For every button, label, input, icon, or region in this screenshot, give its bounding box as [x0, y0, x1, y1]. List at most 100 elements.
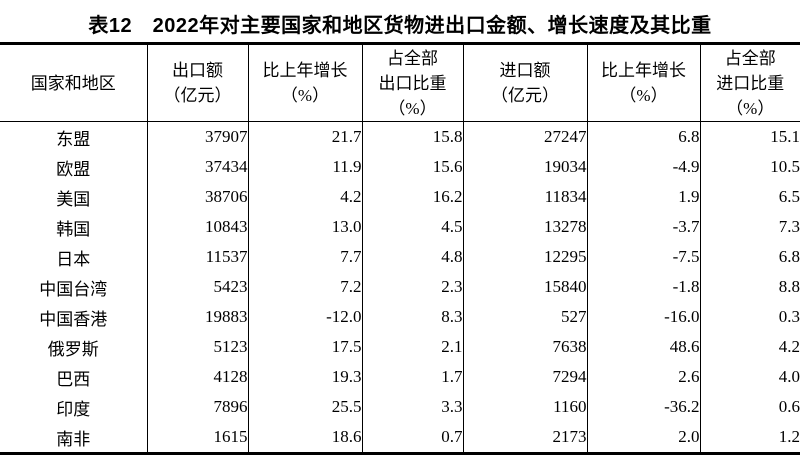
value-cell: -1.8	[587, 272, 701, 302]
table-row: 中国香港 19883 -12.0 8.3 527 -16.0 0.3	[0, 302, 800, 332]
value-cell: 0.3	[778, 307, 800, 326]
value-cell: 5423	[147, 272, 249, 302]
value-cell: 13278	[463, 212, 588, 242]
value-cell: 15.8	[362, 121, 464, 152]
value-cell: 10843	[147, 212, 249, 242]
value-cell: -4.9	[587, 152, 701, 182]
value-cell: 48.6	[587, 332, 701, 362]
value-cell: 15840	[463, 272, 588, 302]
header-line: （亿元）	[491, 86, 559, 105]
header-line: 占全部	[724, 48, 776, 68]
value-cell: 7294	[463, 362, 588, 392]
table-row: 韩国 10843 13.0 4.5 13278 -3.7 7.3	[0, 212, 800, 242]
table-row: 中国台湾 5423 7.2 2.3 15840 -1.8 8.8	[0, 272, 800, 302]
header-line: 进口额	[499, 61, 551, 80]
value-cell: 19.3	[248, 362, 363, 392]
region-cell: 巴西	[0, 362, 148, 392]
value-cell: 2.1	[362, 332, 464, 362]
value-cell: 17.5	[248, 332, 363, 362]
region-cell: 欧盟	[0, 152, 148, 182]
region-cell: 俄罗斯	[0, 332, 148, 362]
value-cell: 1.2	[778, 427, 800, 446]
value-cell: 10.5	[770, 157, 800, 176]
value-cell: 15.1	[770, 127, 800, 146]
table-row: 巴西 4128 19.3 1.7 7294 2.6 4.0	[0, 362, 800, 392]
value-cell: 2.3	[362, 272, 464, 302]
col-header-export-value: 出口额 （亿元）	[147, 43, 249, 122]
table-row: 印度 7896 25.5 3.3 1160 -36.2 0.6	[0, 392, 800, 422]
region-cell: 韩国	[0, 212, 148, 242]
value-cell: 6.8	[778, 247, 800, 266]
value-cell: 7.3	[778, 217, 800, 236]
value-cell: 11537	[147, 242, 249, 272]
table-header: 国家和地区 出口额 （亿元） 比上年增长 （%） 占全部 出口比重 （%） 进口…	[0, 43, 800, 122]
table-row: 东盟 37907 21.7 15.8 27247 6.8 15.1	[0, 121, 800, 152]
value-cell: 4.2	[248, 182, 363, 212]
region-cell: 东盟	[0, 121, 148, 152]
header-line: 进口比重	[716, 73, 785, 93]
value-cell: 7.7	[248, 242, 363, 272]
region-cell: 中国香港	[0, 302, 148, 332]
value-cell: 527	[463, 302, 588, 332]
region-cell: 中国台湾	[0, 272, 148, 302]
value-cell: 19034	[463, 152, 588, 182]
value-cell: -7.5	[587, 242, 701, 272]
value-cell: 1.7	[362, 362, 464, 392]
value-cell: 6.5	[778, 187, 800, 206]
header-line: （%）	[388, 98, 437, 118]
table-body: 东盟 37907 21.7 15.8 27247 6.8 15.1 欧盟 37434 11.9 15…	[0, 121, 800, 454]
value-cell: 4.2	[778, 337, 800, 356]
col-header-import-growth: 比上年增长 （%）	[587, 43, 701, 122]
value-cell: 37907	[147, 121, 249, 152]
value-cell: 2.6	[587, 362, 701, 392]
value-cell: 4.5	[362, 212, 464, 242]
col-header-import-share: 占全部 进口比重 （%）	[700, 43, 800, 122]
header-line: 国家和地区	[30, 73, 116, 93]
value-cell: 38706	[147, 182, 249, 212]
value-cell: -36.2	[587, 392, 701, 422]
value-cell: 3.3	[362, 392, 464, 422]
value-cell: 1.9	[587, 182, 701, 212]
value-cell: 6.8	[587, 121, 701, 152]
col-header-region: 国家和地区	[0, 43, 148, 122]
header-line: （%）	[280, 86, 330, 105]
region-cell: 南非	[0, 422, 148, 454]
trade-table: 国家和地区 出口额 （亿元） 比上年增长 （%） 占全部 出口比重 （%） 进口…	[0, 42, 800, 455]
header-line: （%）	[726, 98, 775, 118]
value-cell: 1615	[147, 422, 249, 454]
value-cell: 37434	[147, 152, 249, 182]
table-title: 表12 2022年对主要国家和地区货物进出口金额、增长速度及其比重	[88, 15, 712, 37]
value-cell: 4128	[147, 362, 249, 392]
region-cell: 日本	[0, 242, 148, 272]
value-cell: 21.7	[248, 121, 363, 152]
value-cell: 18.6	[248, 422, 363, 454]
table-row: 南非 1615 18.6 0.7 2173 2.0 1.2	[0, 422, 800, 454]
value-cell: 11.9	[248, 152, 363, 182]
table-row: 美国 38706 4.2 16.2 11834 1.9 6.5	[0, 182, 800, 212]
value-cell: 7638	[463, 332, 588, 362]
region-cell: 美国	[0, 182, 148, 212]
header-line: （%）	[619, 86, 668, 105]
value-cell: 13.0	[248, 212, 363, 242]
table-row: 日本 11537 7.7 4.8 12295 -7.5 6.8	[0, 242, 800, 272]
value-cell: -3.7	[587, 212, 701, 242]
header-line: 占全部	[387, 48, 438, 68]
value-cell: 12295	[463, 242, 588, 272]
value-cell: 0.7	[362, 422, 464, 454]
value-cell: 4.8	[362, 242, 464, 272]
value-cell: 16.2	[362, 182, 464, 212]
col-header-export-share: 占全部 出口比重 （%）	[362, 43, 464, 122]
header-row: 国家和地区 出口额 （亿元） 比上年增长 （%） 占全部 出口比重 （%） 进口…	[0, 43, 800, 122]
region-cell: 印度	[0, 392, 148, 422]
value-cell: 0.6	[778, 397, 800, 416]
value-cell: 25.5	[248, 392, 363, 422]
value-cell: 2.0	[587, 422, 701, 454]
header-line: 比上年增长	[601, 61, 686, 80]
header-line: 比上年增长	[262, 61, 348, 80]
value-cell: 8.3	[362, 302, 464, 332]
value-cell: 8.8	[778, 277, 800, 296]
value-cell: 7.2	[248, 272, 363, 302]
value-cell: 5123	[147, 332, 249, 362]
value-cell: 11834	[463, 182, 588, 212]
